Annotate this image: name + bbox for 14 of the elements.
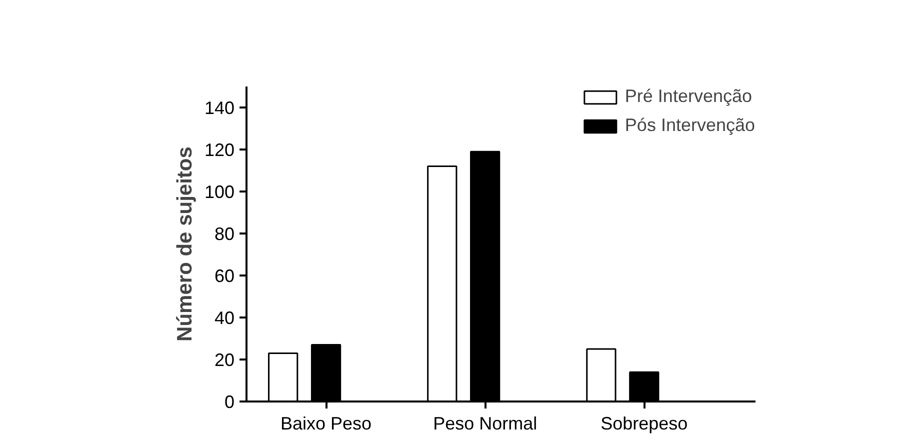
x-tick-label: Peso Normal	[433, 414, 538, 434]
y-tick-label: 140	[204, 98, 235, 118]
legend-label: Pós Intervenção	[624, 115, 755, 136]
y-tick-label: 20	[214, 350, 235, 370]
y-tick-label: 100	[204, 182, 235, 202]
y-tick-label: 0	[224, 392, 235, 412]
y-tick-label: 120	[204, 140, 235, 160]
x-tick-label: Baixo Peso	[280, 414, 372, 434]
y-tick-label: 80	[214, 224, 235, 244]
y-axis-title: Número de sujeitos	[173, 146, 196, 342]
y-tick-label: 40	[214, 308, 235, 328]
x-tick-label: Sobrepeso	[600, 414, 688, 434]
y-tick-label: 60	[214, 266, 235, 286]
legend-label: Pré Intervenção	[624, 86, 752, 107]
